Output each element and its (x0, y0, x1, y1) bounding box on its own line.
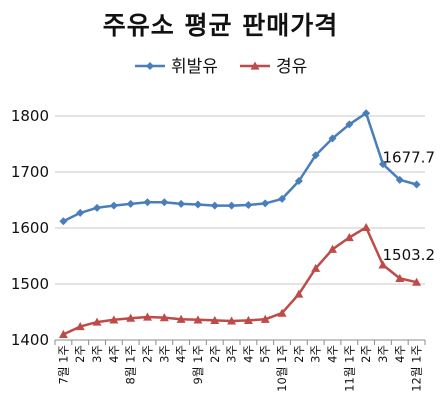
x-tick-label: 2주 (141, 345, 155, 363)
data-point-triangle (412, 277, 422, 286)
data-point-diamond (126, 199, 135, 208)
x-tick-label: 5주 (258, 345, 272, 363)
data-point-diamond (76, 208, 85, 217)
series-line (62, 111, 417, 223)
data-point-triangle (395, 273, 405, 282)
data-point-triangle (260, 314, 270, 323)
data-point-diamond (345, 120, 354, 129)
x-tick-label: 4주 (107, 345, 121, 363)
y-tick-label: 1800 (11, 107, 49, 125)
x-tick-label: 3주 (157, 345, 171, 363)
x-tick-label: 2주 (292, 345, 306, 363)
x-tick-label: 12월 1주 (410, 345, 424, 392)
series-line (62, 226, 417, 336)
data-point-diamond (193, 200, 202, 209)
x-tick-label: 4주 (174, 345, 188, 363)
x-tick-label: 2주 (359, 345, 373, 363)
x-tick-label: 7월 1주 (56, 345, 70, 384)
data-point-triangle (361, 222, 371, 232)
x-tick-label: 10월 1주 (275, 345, 289, 392)
data-point-diamond (244, 201, 253, 210)
data-point-diamond (278, 194, 287, 203)
x-tick-label: 2주 (208, 345, 222, 363)
data-point-diamond (261, 199, 270, 208)
data-point-diamond (378, 160, 387, 169)
data-point-triangle (176, 314, 186, 323)
x-tick-label: 3주 (376, 345, 390, 363)
x-tick-label: 4주 (241, 345, 255, 363)
x-tick-label: 2주 (73, 345, 87, 363)
x-tick-label: 3주 (90, 345, 104, 363)
y-tick-label: 1500 (11, 275, 49, 293)
data-point-diamond (294, 176, 303, 185)
data-point-triangle (143, 312, 152, 321)
data-point-triangle (378, 260, 388, 269)
y-tick-label: 1600 (11, 219, 49, 237)
data-point-triangle (344, 233, 354, 242)
data-point-triangle (294, 289, 304, 298)
data-point-diamond (328, 134, 337, 143)
x-tick-label: 4주 (326, 345, 340, 363)
y-tick-label: 1700 (11, 163, 49, 181)
data-point-triangle (58, 329, 68, 338)
data-point-diamond (177, 199, 186, 208)
legend: 휘발유 경유 (135, 57, 307, 77)
data-point-diamond (93, 203, 102, 212)
data-point-diamond (227, 201, 236, 210)
data-point-diamond (109, 201, 118, 210)
data-point-diamond (59, 217, 68, 226)
data-point-diamond (210, 201, 219, 210)
data-labels: 1677.7 1503.2 (383, 148, 436, 264)
data-point-triangle (109, 315, 119, 324)
data-point-triangle (227, 316, 237, 325)
data-point-triangle (328, 244, 337, 253)
x-tick-label: 3주 (309, 345, 323, 363)
legend-label: 경유 (276, 57, 307, 77)
data-point-triangle (92, 317, 102, 326)
data-label: 1677.7 (383, 148, 436, 166)
x-tick-labels: 7월 1주 2주 3주 4주 8월 1주 2주 3주 4주 9월 1주 2주 3주 4주 5주 10월 1… (56, 345, 423, 392)
series-lines (58, 109, 422, 338)
data-point-triangle (75, 322, 85, 331)
data-point-diamond (412, 180, 421, 189)
x-tick-label: 4주 (393, 345, 407, 363)
data-point-diamond (311, 151, 320, 160)
data-point-diamond (146, 62, 154, 70)
y-tick-labels: 1400 1500 1600 1700 1800 (11, 107, 49, 349)
data-point-triangle (126, 313, 136, 322)
data-point-diamond (160, 198, 169, 207)
data-point-triangle (250, 61, 260, 70)
x-tick-label: 11월 1주 (342, 345, 356, 392)
chart-title: 주유소 평균 판매가격 (102, 11, 339, 40)
axes (54, 339, 426, 345)
gridlines (55, 115, 425, 285)
data-point-triangle (243, 315, 253, 324)
data-point-triangle (210, 315, 220, 324)
legend-label: 휘발유 (171, 57, 218, 77)
data-point-triangle (277, 308, 287, 317)
data-label: 1503.2 (383, 246, 436, 264)
data-point-diamond (143, 198, 152, 207)
data-point-triangle (311, 263, 321, 272)
data-point-diamond (395, 175, 404, 184)
data-point-triangle (159, 313, 169, 322)
x-tick-label: 9월 1주 (191, 345, 205, 384)
x-tick-label: 3주 (225, 345, 239, 363)
data-point-diamond (362, 109, 371, 118)
data-point-triangle (193, 315, 203, 324)
y-tick-label: 1400 (11, 331, 49, 349)
x-tick-label: 8월 1주 (124, 345, 138, 384)
